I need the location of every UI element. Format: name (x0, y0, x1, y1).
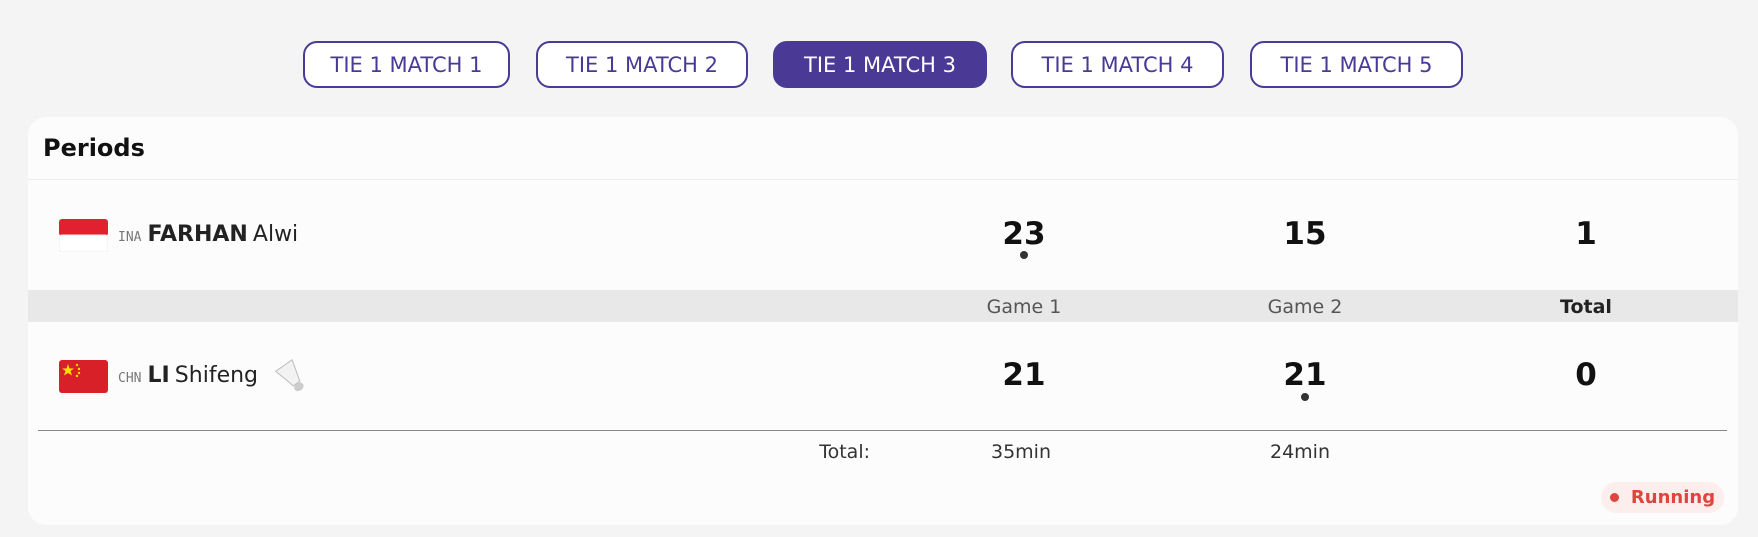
column-header-band (28, 290, 1738, 322)
duration-label: Total: (819, 441, 870, 463)
column-header: Game 2 (1267, 296, 1343, 318)
divider (38, 430, 1727, 431)
score: 1 (1575, 216, 1597, 252)
match-tab[interactable]: TIE 1 MATCH 2 (536, 41, 748, 88)
serve-icon (274, 359, 304, 392)
duration: 35min (990, 441, 1051, 463)
divider (28, 179, 1738, 180)
match-tab[interactable]: TIE 1 MATCH 5 (1250, 41, 1463, 88)
score: 15 (1283, 216, 1327, 252)
country-code: INA (118, 230, 142, 245)
last-name: LI (147, 363, 170, 388)
match-tab[interactable]: TIE 1 MATCH 4 (1011, 41, 1224, 88)
status-badge: Running (1601, 482, 1724, 513)
panel-title: Periods (43, 134, 145, 162)
score: 21 (1002, 357, 1046, 393)
column-header: Total (1560, 296, 1612, 318)
first-name: Alwi (252, 222, 299, 247)
player-name: INA FARHAN Alwi (118, 222, 298, 247)
score: 21 (1283, 357, 1327, 393)
game-won-marker (1020, 251, 1028, 259)
flag-ina (59, 219, 108, 252)
match-tab[interactable]: TIE 1 MATCH 1 (303, 41, 510, 88)
duration: 24min (1269, 441, 1330, 463)
first-name: Shifeng (174, 363, 259, 388)
column-header: Game 1 (986, 296, 1062, 318)
player-name: CHN LI Shifeng (118, 363, 258, 388)
status-text: Running (1630, 487, 1716, 508)
flag-chn (59, 360, 108, 393)
match-tab[interactable]: TIE 1 MATCH 3 (773, 41, 987, 88)
last-name: FARHAN (147, 222, 248, 247)
country-code: CHN (118, 371, 142, 386)
score: 0 (1575, 357, 1597, 393)
game-won-marker (1301, 393, 1309, 401)
status-dot (1609, 493, 1619, 502)
score: 23 (1002, 216, 1046, 252)
